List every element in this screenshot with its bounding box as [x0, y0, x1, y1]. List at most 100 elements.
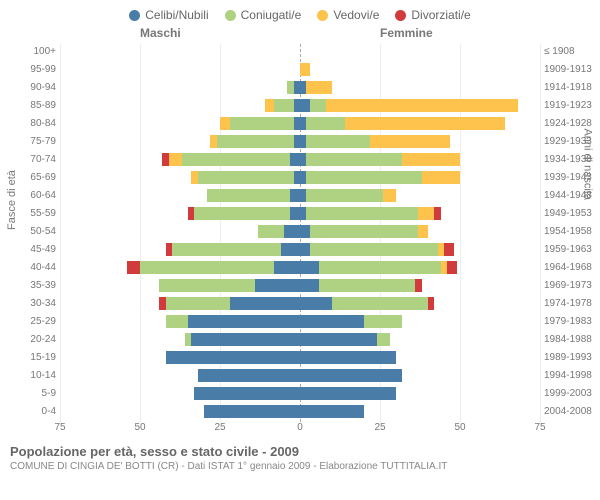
age-label: 100+: [18, 46, 56, 57]
birth-label: 2004-2008: [544, 406, 598, 417]
age-label: 35-39: [18, 280, 56, 291]
bar-segment: [300, 387, 396, 400]
birth-label: 1949-1953: [544, 208, 598, 219]
bar-segment: [300, 315, 364, 328]
birth-label: 1914-1918: [544, 82, 598, 93]
birth-label: 1959-1963: [544, 244, 598, 255]
bar-segment: [306, 189, 383, 202]
bar-female: [300, 333, 390, 346]
birth-label: ≤ 1908: [544, 46, 598, 57]
bar-segment: [300, 369, 402, 382]
x-tick: 50: [454, 422, 465, 433]
bar-segment: [300, 279, 319, 292]
x-axis: 7550250255075: [60, 422, 540, 438]
bar-segment: [290, 207, 300, 220]
age-row: [60, 296, 540, 311]
bar-segment: [172, 243, 281, 256]
bar-segment: [319, 261, 441, 274]
legend-dot: [317, 10, 328, 21]
bar-segment: [447, 261, 457, 274]
bar-segment: [230, 117, 294, 130]
age-row: [60, 386, 540, 401]
age-row: [60, 260, 540, 275]
bar-female: [300, 387, 396, 400]
legend-item: Coniugati/e: [225, 8, 302, 22]
chart-subtitle: COMUNE DI CINGIA DE' BOTTI (CR) - Dati I…: [10, 461, 590, 472]
bar-female: [300, 225, 428, 238]
age-row: [60, 116, 540, 131]
age-label: 90-94: [18, 82, 56, 93]
bar-segment: [300, 63, 310, 76]
age-row: [60, 80, 540, 95]
legend-item: Celibi/Nubili: [129, 8, 208, 22]
bar-segment: [300, 333, 377, 346]
bar-male: [159, 297, 300, 310]
bar-segment: [191, 333, 300, 346]
legend-dot: [225, 10, 236, 21]
bar-segment: [326, 99, 518, 112]
age-row: [60, 242, 540, 257]
x-tick: 25: [374, 422, 385, 433]
bar-segment: [159, 279, 255, 292]
birth-label: 1999-2003: [544, 388, 598, 399]
birth-label: 1909-1913: [544, 64, 598, 75]
age-label: 80-84: [18, 118, 56, 129]
bar-female: [300, 405, 364, 418]
age-label: 40-44: [18, 262, 56, 273]
bar-male: [207, 189, 300, 202]
bar-female: [300, 369, 402, 382]
bar-segment: [255, 279, 300, 292]
legend-dot: [395, 10, 406, 21]
bar-segment: [217, 135, 294, 148]
bar-segment: [377, 333, 390, 346]
bar-segment: [166, 297, 230, 310]
bar-male: [198, 369, 300, 382]
bar-segment: [306, 207, 418, 220]
bar-male: [166, 243, 300, 256]
age-row: [60, 44, 540, 59]
bar-segment: [444, 243, 454, 256]
bar-segment: [284, 225, 300, 238]
bar-segment: [434, 207, 440, 220]
legend-item: Vedovi/e: [317, 8, 379, 22]
bar-segment: [310, 225, 419, 238]
bar-female: [300, 99, 518, 112]
bar-segment: [166, 351, 300, 364]
bar-segment: [127, 261, 140, 274]
age-row: [60, 188, 540, 203]
bar-segment: [220, 117, 230, 130]
x-tick: 0: [297, 422, 303, 433]
header-male: Maschi: [140, 26, 181, 40]
age-row: [60, 332, 540, 347]
age-row: [60, 404, 540, 419]
age-label: 55-59: [18, 208, 56, 219]
age-label: 70-74: [18, 154, 56, 165]
bar-segment: [332, 297, 428, 310]
birth-label: 1919-1923: [544, 100, 598, 111]
bar-female: [300, 315, 402, 328]
chart-title: Popolazione per età, sesso e stato civil…: [10, 444, 590, 459]
bar-female: [300, 207, 441, 220]
age-label: 10-14: [18, 370, 56, 381]
x-tick: 25: [214, 422, 225, 433]
bar-male: [194, 387, 300, 400]
bar-segment: [194, 387, 300, 400]
bar-segment: [415, 279, 421, 292]
bar-male: [166, 351, 300, 364]
bar-segment: [428, 297, 434, 310]
bar-male: [204, 405, 300, 418]
header-female: Femmine: [380, 26, 433, 40]
bar-male: [162, 153, 300, 166]
age-label: 60-64: [18, 190, 56, 201]
age-row: [60, 314, 540, 329]
birth-label: 1954-1958: [544, 226, 598, 237]
bar-segment: [306, 153, 402, 166]
x-tick: 75: [534, 422, 545, 433]
birth-label: 1989-1993: [544, 352, 598, 363]
birth-label: 1929-1933: [544, 136, 598, 147]
bar-segment: [230, 297, 300, 310]
legend-label: Coniugati/e: [241, 8, 302, 22]
age-label: 85-89: [18, 100, 56, 111]
legend: Celibi/NubiliConiugati/eVedovi/eDivorzia…: [0, 0, 600, 26]
bar-female: [300, 81, 332, 94]
